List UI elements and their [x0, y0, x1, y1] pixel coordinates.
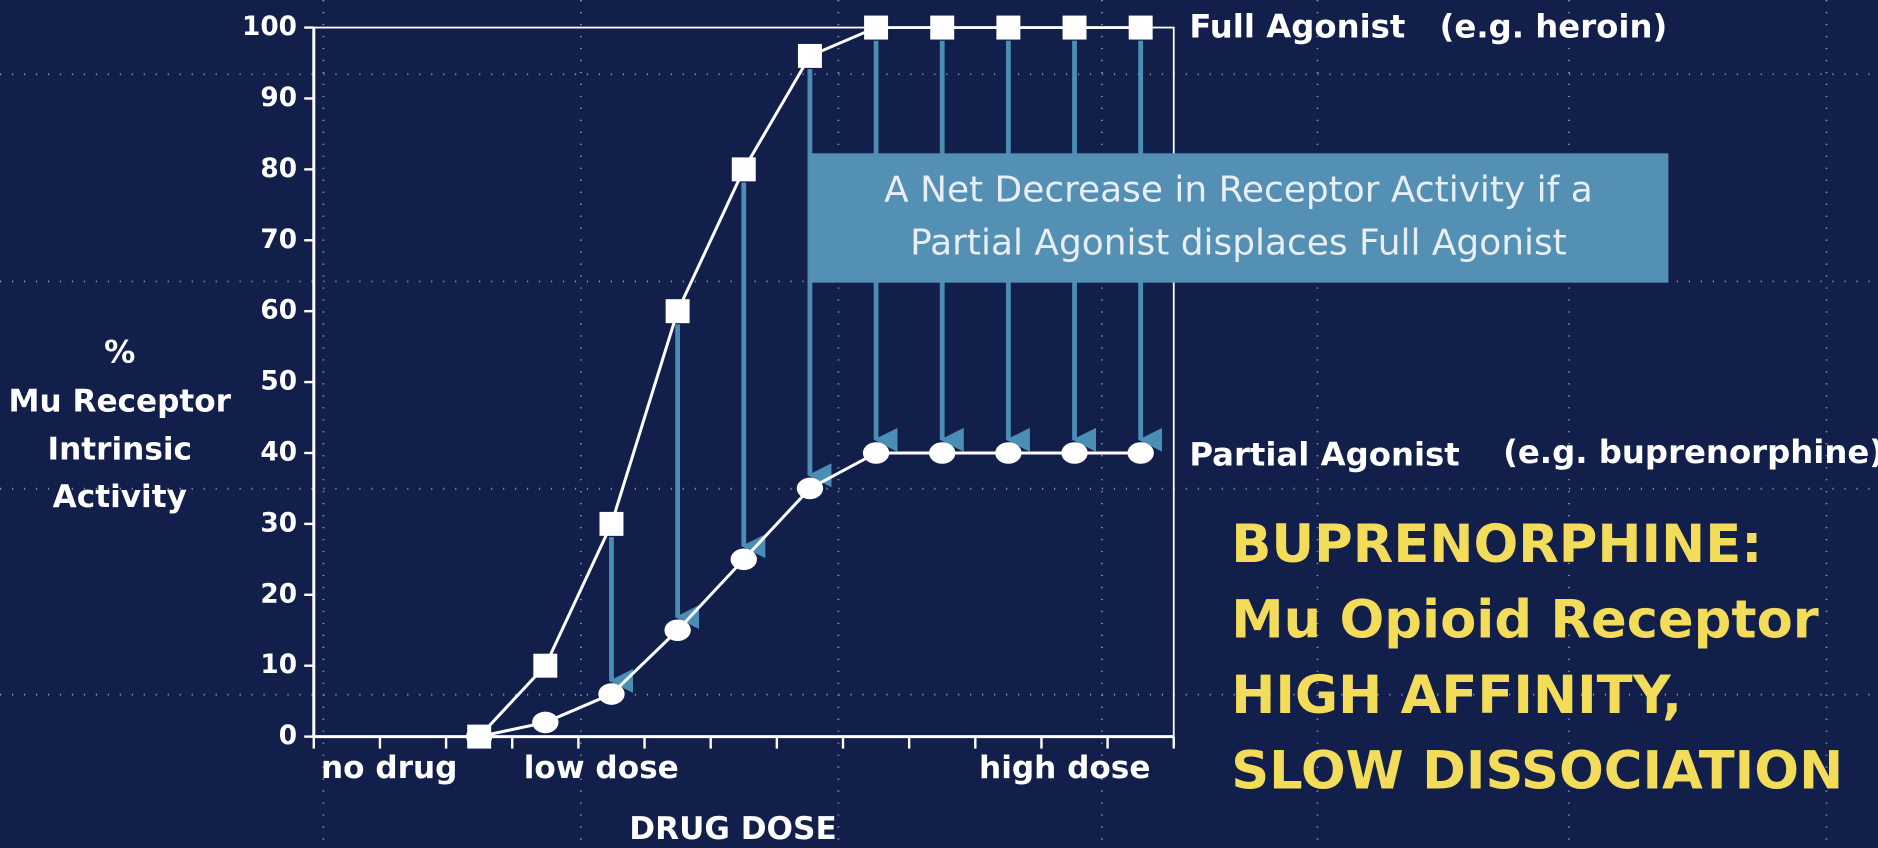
- data-point: [930, 15, 955, 40]
- series-label: Full Agonist: [1189, 8, 1405, 46]
- data-point: [532, 711, 559, 734]
- data-point: [1127, 442, 1154, 464]
- y-axis-label: Mu Receptor: [9, 383, 232, 419]
- headline: Mu Opioid Receptor: [1231, 589, 1819, 650]
- data-point: [465, 725, 493, 748]
- data-point: [862, 442, 890, 464]
- callout-text: A Net Decrease in Receptor Activity if a: [884, 170, 1593, 211]
- data-point: [730, 548, 757, 571]
- data-point: [598, 683, 625, 705]
- data-point: [864, 15, 889, 40]
- y-tick-label: 60: [260, 296, 297, 326]
- headline: BUPRENORPHINE:: [1231, 514, 1762, 575]
- data-point: [1128, 15, 1153, 40]
- headline: SLOW DISSOCIATION: [1231, 740, 1843, 801]
- y-tick-label: 30: [260, 508, 297, 538]
- y-axis-label: Intrinsic: [48, 431, 192, 467]
- y-tick-label: 20: [260, 579, 297, 609]
- y-tick-label: 80: [260, 154, 297, 184]
- data-point: [1061, 442, 1088, 464]
- data-point: [929, 442, 956, 464]
- y-tick-label: 40: [260, 437, 297, 467]
- data-point: [599, 511, 624, 536]
- x-region-label: no drug: [321, 750, 457, 786]
- data-point: [533, 653, 558, 678]
- series-note: (e.g. heroin): [1440, 8, 1668, 46]
- data-point: [796, 477, 824, 500]
- y-tick-label: 90: [260, 83, 297, 113]
- y-tick-label: 0: [279, 721, 297, 751]
- y-tick-label: 100: [242, 12, 297, 42]
- x-axis-label: DRUG DOSE: [629, 811, 836, 847]
- data-point: [1062, 15, 1087, 40]
- callout-box: [809, 153, 1669, 283]
- data-point: [996, 15, 1021, 40]
- series-note: (e.g. buprenorphine): [1503, 433, 1878, 471]
- y-axis-label: Activity: [53, 479, 187, 515]
- y-axis-label: %: [104, 334, 135, 370]
- series-label: Partial Agonist: [1189, 435, 1459, 473]
- headline: HIGH AFFINITY,: [1231, 665, 1682, 726]
- data-point: [665, 299, 690, 324]
- y-tick-label: 70: [260, 225, 297, 255]
- data-point: [995, 442, 1022, 464]
- callout-text: Partial Agonist displaces Full Agonist: [910, 222, 1567, 263]
- x-region-label: high dose: [979, 750, 1150, 786]
- x-region-label: low dose: [524, 750, 679, 786]
- y-tick-label: 10: [260, 650, 297, 680]
- data-point: [664, 619, 691, 642]
- y-tick-label: 50: [260, 367, 297, 397]
- data-point: [797, 43, 822, 68]
- data-point: [731, 157, 756, 182]
